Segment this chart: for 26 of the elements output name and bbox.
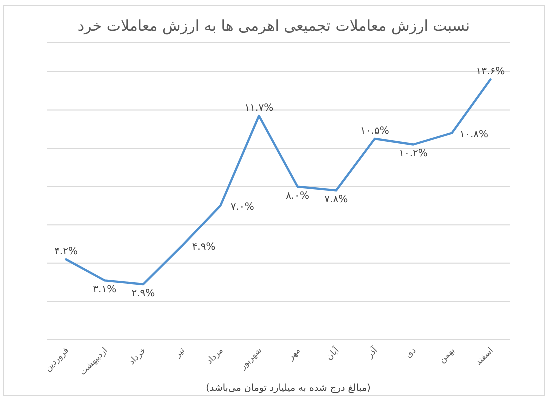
x-tick-label: آذر [364,344,381,362]
data-label: ۱۰.۸% [460,129,489,140]
x-tick-label: آبان [324,344,342,363]
x-tick-label: دی [404,346,419,361]
data-label: ۱۰.۲% [399,148,428,160]
text: (مبالغ درج شده به میلیارد تومان می‌باشد) [206,383,371,394]
chart-title: نسبت ارزش معاملات تجمیعی اهرمی ها به ارزش معاملات خرد [78,17,470,35]
data-label: ۷.۰% [230,202,254,213]
data-label: ۷.۸% [324,194,348,206]
data-label: ۸.۰% [286,190,310,202]
data-label: ۱۰.۵% [360,126,390,137]
data-label: ۱۳.۶% [476,66,506,78]
x-tick-label: بهمن [438,346,458,366]
data-label: ۴.۲% [54,246,78,258]
x-tick-label: مرداد [205,346,226,367]
data-label: ۱۱.۷% [244,103,274,114]
x-tick-label: اردیبهشت [78,346,110,378]
x-tick-label: مهر [286,346,303,364]
data-label: ۴.۹% [192,242,216,254]
data-label: ۲.۹% [132,288,156,300]
data-label: ۳.۱% [93,284,117,296]
x-tick-label: تیر [172,346,188,361]
x-tick-label: شهریور [238,346,264,373]
x-tick-label: فروردین [43,346,72,374]
x-tick-label: اسفند [474,346,496,368]
x-tick-label: خرداد [127,346,149,368]
